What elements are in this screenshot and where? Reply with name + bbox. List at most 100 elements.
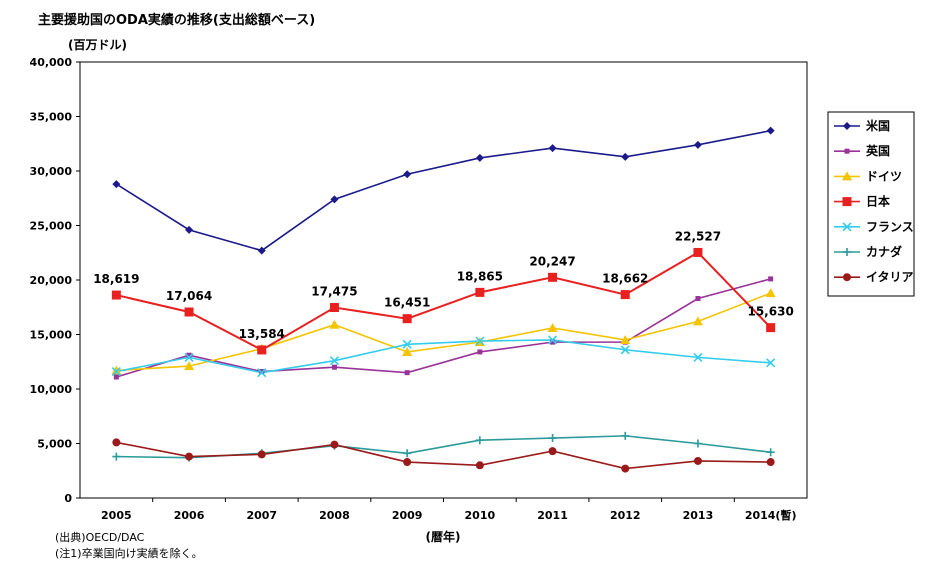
series-1-point [695,296,701,302]
legend-label: フランス [866,220,914,234]
legend-entry: イタリア [834,270,914,284]
series-1-point [186,352,192,358]
series-6-point [475,461,484,470]
japan-data-label: 18,662 [602,272,648,286]
legend-entry: カナダ [834,244,902,259]
japan-data-label: 17,475 [311,285,357,299]
chart-title: 主要援助国のODA実績の推移(支出総額ベース) [38,12,315,28]
series-6-point [330,440,339,449]
japan-data-labels: 18,619 17,064 13,584 17,475 16,451 18,865 20,2… [93,229,794,340]
japan-data-label: 15,630 [747,305,793,319]
series-4-point [184,352,194,362]
x-tick-label: 2008 [319,509,350,522]
series-0-point [257,246,266,255]
series-6-point [548,447,557,456]
y-tick-label: 5,000 [37,438,72,451]
legend-label: イタリア [866,270,914,284]
legend-entry: 日本 [834,194,890,209]
legend-entry: 米国 [834,118,890,133]
x-tick-label: 2006 [174,509,205,522]
y-tick-label: 25,000 [30,220,73,233]
japan-data-label: 16,451 [384,296,430,310]
series-3-point [620,290,630,300]
legend-swatch-marker [843,122,851,130]
legend-label: 日本 [866,194,890,209]
series-0-point [621,152,630,161]
y-tick-label: 35,000 [30,111,73,124]
source-note: (出典)OECD/DAC [55,530,145,544]
x-tick-label: 2010 [465,509,496,522]
series-4-point [475,336,485,346]
legend-label: 英国 [866,143,890,158]
series-5-point [548,434,557,443]
series-5-point [693,439,702,448]
y-tick-label: 30,000 [30,165,73,178]
series-line-1 [116,278,771,378]
series-3-point [475,287,485,297]
series-2-point [111,365,122,375]
legend [827,111,915,297]
plot-area [79,61,808,499]
series-6-point [185,452,194,461]
series-3-point [329,303,339,313]
legend-label: ドイツ [866,169,902,183]
series-0-point [475,153,484,162]
x-tick-label: 2012 [610,509,641,522]
series-6-point [112,438,121,447]
japan-data-label: 13,584 [239,327,285,341]
legend-swatch-marker [843,248,851,256]
legend-label: カナダ [866,244,902,259]
x-tick-label: 2009 [392,509,423,522]
x-tick-label: 2014(暫) [745,508,797,522]
series-0-point [185,225,194,234]
japan-data-label: 20,247 [529,254,575,268]
series-5-point [403,449,412,458]
series-1-point [113,374,119,380]
series-5-point [766,448,775,457]
japan-data-label: 18,619 [93,272,139,286]
series-0-point [403,170,412,179]
series-4-point [693,352,703,362]
x-tick-label: 2005 [101,509,132,522]
series-4-point [257,368,267,378]
series-line-3 [116,251,772,352]
legend-swatch-marker [842,197,852,207]
series-2-point [329,319,340,329]
series-4-point [620,345,630,355]
y-tick-label: 15,000 [30,329,73,342]
japan-data-label: 18,865 [457,269,503,283]
series-4-point [547,335,558,345]
series-6-point [621,464,630,473]
series-line-4 [116,339,771,374]
series-line-0 [115,129,771,252]
series-5-point [621,431,630,440]
series-5-point [475,436,484,445]
series-markers [111,126,776,473]
legend-swatch-marker [842,171,852,181]
y-axis: 0 5,000 10,000 15,000 20,000 25,000 30,000 35,0… [30,56,80,505]
y-tick-label: 20,000 [30,274,73,287]
legend-entry: 英国 [834,143,890,158]
series-2-point [547,322,558,332]
legend-swatch-marker [844,148,850,154]
series-5-point [112,452,121,461]
series-3-point [184,307,194,317]
japan-data-label: 17,064 [166,289,212,303]
series-6-point [403,458,412,467]
series-4-point [766,358,776,368]
series-4-point [402,339,412,349]
series-3-point [693,247,703,257]
series-4-point [329,356,340,366]
series-0-point [766,126,775,135]
legend-entry: ドイツ [834,169,902,183]
series-2-point [620,334,631,344]
series-line-6 [116,441,771,470]
series-1-point [404,370,410,376]
series-1-point [550,339,556,345]
series-3-point [111,290,121,300]
series-0-point [548,144,557,153]
legend-swatch-marker [842,222,852,232]
series-lines [115,129,772,470]
x-tick-label: 2007 [246,509,277,522]
